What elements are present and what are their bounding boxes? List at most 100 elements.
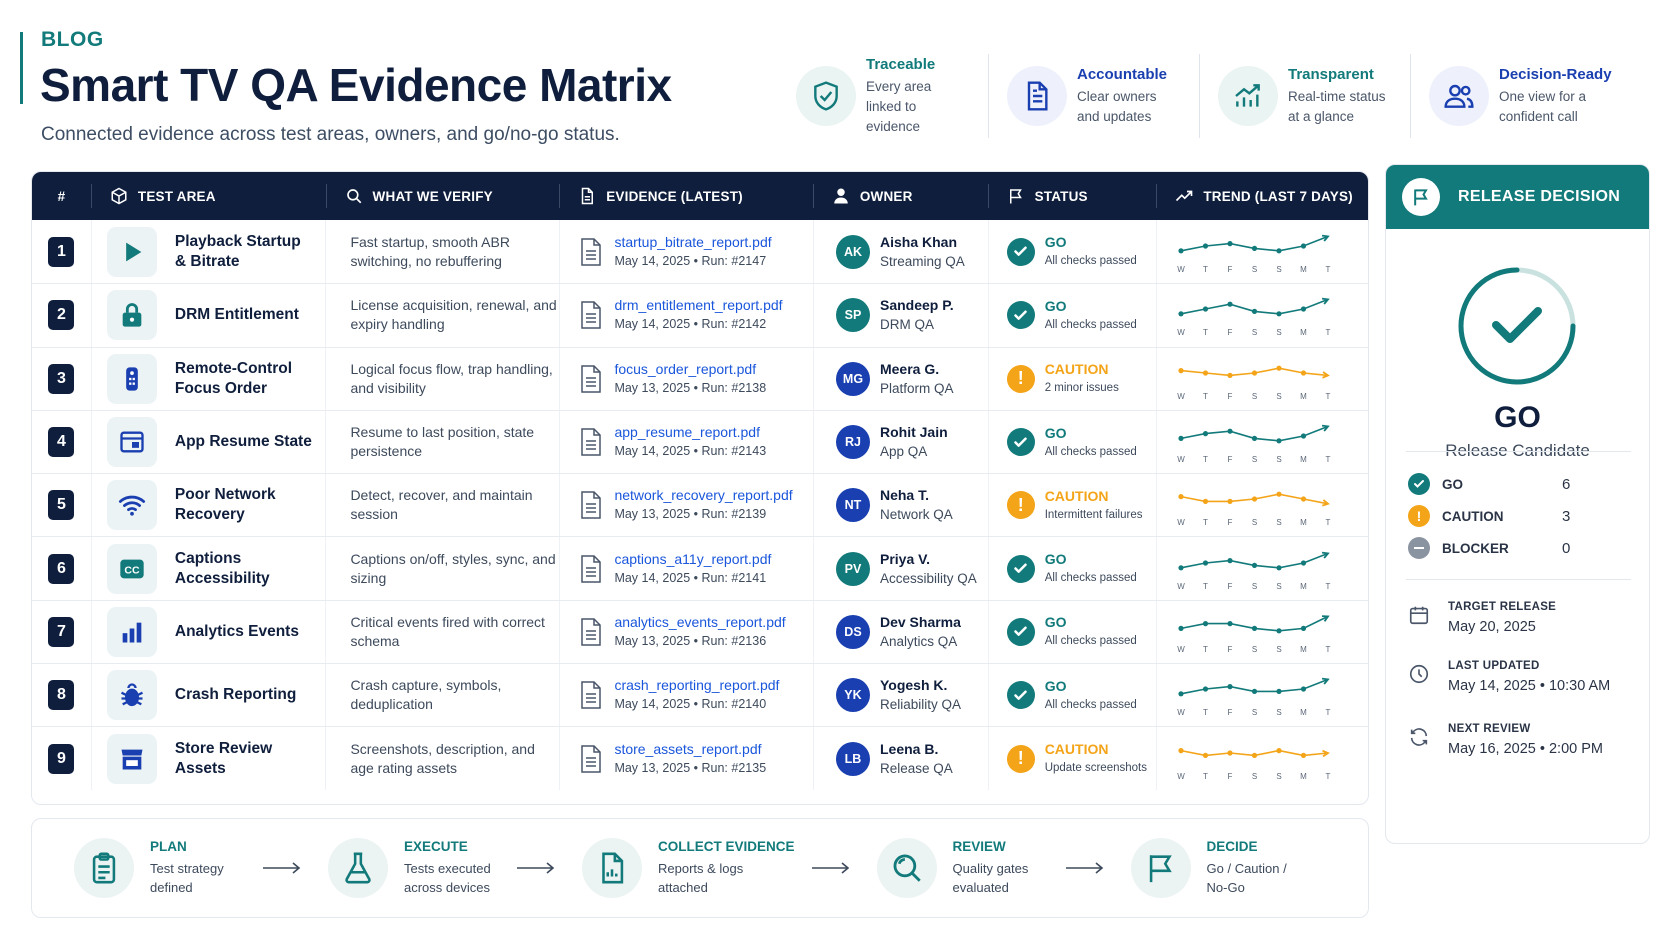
status-text: CAUTION 2 minor issues <box>1045 360 1119 397</box>
row-number-cell: 7 <box>32 601 91 663</box>
evidence-file-link[interactable]: store_assets_report.pdf <box>614 740 762 757</box>
evidence-file-link[interactable]: network_recovery_report.pdf <box>614 487 793 504</box>
step-title: EXECUTE <box>404 839 468 854</box>
decision-subtitle: Release Candidate <box>1445 441 1590 460</box>
table-row[interactable]: 2 DRM Entitlement License acquisition, ren… <box>32 283 1368 347</box>
refresh-icon <box>1410 728 1428 746</box>
avatar: SP <box>835 298 870 333</box>
owner-name: Sandeep P. <box>879 297 954 314</box>
last-updated: LAST UPDATED May 14, 2025 • 10:30 AM <box>1408 660 1638 694</box>
trend-day-label: F <box>1228 772 1233 781</box>
document-icon <box>581 187 594 205</box>
test-area-cell: CC Captions Accessibility <box>90 537 326 600</box>
trend-day-label: S <box>1252 392 1257 401</box>
evidence-cell: app_resume_report.pdf May 14, 2025 • Run:… <box>559 410 813 474</box>
trend-point <box>1178 247 1184 254</box>
owner-name: Rohit Jain <box>879 424 948 441</box>
status-cell: GO All checks passed <box>987 410 1157 474</box>
panel-divider <box>1406 451 1631 452</box>
panel-divider <box>1406 579 1631 580</box>
evidence-file-link[interactable]: drm_entitlement_report.pdf <box>614 297 783 314</box>
status-cell: ! CAUTION 2 minor issues <box>987 347 1157 410</box>
table-row[interactable]: 7 Analytics Events Critical events fired w… <box>32 599 1368 664</box>
evidence-file-link[interactable]: app_resume_report.pdf <box>614 424 760 441</box>
pdf-document-icon <box>580 301 602 330</box>
next-review-label: NEXT REVIEW <box>1448 723 1531 735</box>
pillar-description: Real-time status at a glance <box>1288 88 1386 124</box>
evidence-cell: network_recovery_report.pdf May 13, 2025 … <box>559 474 813 537</box>
flag-icon <box>1009 189 1022 204</box>
bug-icon <box>106 670 157 721</box>
test-area-cell: Playback Startup & Bitrate <box>90 220 326 284</box>
header-trend: TREND (LAST 7 DAYS) <box>1156 184 1368 208</box>
evidence-file-link[interactable]: focus_order_report.pdf <box>614 360 757 377</box>
status-badge: GO <box>1044 551 1067 568</box>
trend-point <box>1276 628 1282 634</box>
header-owner: OWNER <box>812 184 988 208</box>
panel-header: RELEASE DECISION <box>1386 165 1649 229</box>
table-row[interactable]: 5 Poor Network Recovery Detect, recover, a… <box>32 473 1368 537</box>
evidence-file-link[interactable]: startup_bitrate_report.pdf <box>614 233 772 250</box>
owner-text: Priya V. Accessibility QA <box>880 550 977 588</box>
verify-cell: Resume to last position, state persisten… <box>325 410 559 474</box>
trend-point <box>1301 752 1307 758</box>
owner-cell: LB Leena B. Release QA <box>812 727 988 790</box>
header-what-we-verify-label: WHAT WE VERIFY <box>372 188 493 204</box>
avatar: NT <box>835 488 870 523</box>
owner-cell: DS Dev Sharma Analytics QA <box>812 600 988 664</box>
status-badge: CAUTION <box>1044 487 1109 504</box>
avatar: RJ <box>835 425 870 460</box>
count-blocker-label: BLOCKER <box>1442 540 1509 556</box>
table-row[interactable]: 1 Playback Startup & Bitrate Fast startup,… <box>32 220 1368 284</box>
value-pillars: Traceable Every area linked to evidence Ac… <box>796 54 1656 138</box>
status-cell: ! CAUTION Intermittent failures <box>987 474 1157 537</box>
table-row[interactable]: 8 Crash Reporting Crash capture, symbols, … <box>32 663 1368 727</box>
trend-arrowhead <box>1322 677 1331 685</box>
next-review-value: May 16, 2025 • 2:00 PM <box>1448 741 1603 757</box>
team-icon <box>1429 66 1489 126</box>
test-area-cell: Store Review Assets <box>90 727 326 790</box>
table-row[interactable]: 3 Remote-Control Focus Order Logical focus… <box>32 346 1368 410</box>
trend-day-label: S <box>1277 265 1282 274</box>
status-note: All checks passed <box>1044 635 1137 648</box>
status-badge: CAUTION <box>1044 741 1109 758</box>
trend-point <box>1301 433 1307 439</box>
pillar-text-block: Transparent Real-time status at a glance <box>1288 66 1392 127</box>
evidence-text: store_assets_report.pdf May 13, 2025 • Ru… <box>614 740 766 778</box>
trend-day-label: W <box>1178 772 1186 781</box>
flask-icon <box>328 838 388 898</box>
evidence-meta: May 13, 2025 • Run: #2138 <box>614 380 767 395</box>
exclamation-icon: ! <box>1006 491 1035 520</box>
trend-point <box>1276 491 1282 498</box>
evidence-file-link[interactable]: captions_a11y_report.pdf <box>614 550 772 567</box>
table-row[interactable]: 4 App Resume State Resume to last position… <box>32 409 1368 474</box>
trend-day-label: F <box>1228 708 1233 717</box>
pdf-document-icon <box>580 428 602 456</box>
evidence-cell: drm_entitlement_report.pdf May 14, 2025 •… <box>559 284 813 347</box>
pdf-document-icon <box>580 681 602 709</box>
trend-day-label: S <box>1277 708 1282 717</box>
table-header: # TEST AREA WHAT WE VERIFY EVIDENCE (LAT… <box>32 172 1368 220</box>
check-icon <box>1006 681 1035 710</box>
trend-point <box>1276 747 1282 753</box>
status-text: GO All checks passed <box>1045 233 1137 270</box>
trend-day-label: M <box>1301 645 1308 654</box>
trend-day-label: W <box>1178 455 1186 464</box>
trend-day-label: T <box>1326 645 1331 654</box>
owner-cell: YK Yogesh K. Reliability QA <box>812 664 988 727</box>
check-icon <box>1006 554 1035 583</box>
table-row[interactable]: 6 CC Captions Accessibility Captions on/off… <box>32 536 1368 600</box>
trend-day-label: T <box>1203 708 1208 717</box>
evidence-file-link[interactable]: analytics_events_report.pdf <box>614 613 786 630</box>
table-row[interactable]: 9 Store Review Assets Screenshots, descrip… <box>32 726 1368 790</box>
evidence-file-link[interactable]: crash_reporting_report.pdf <box>614 677 780 694</box>
avatar: DS <box>835 614 870 649</box>
status-note: All checks passed <box>1044 255 1137 268</box>
trend-arrowhead <box>1322 551 1331 559</box>
trend-arrowhead <box>1322 615 1331 622</box>
trend-day-label: T <box>1326 392 1331 401</box>
trend-point <box>1301 243 1307 249</box>
next-review: NEXT REVIEW May 16, 2025 • 2:00 PM <box>1408 723 1638 757</box>
row-number: 7 <box>48 616 75 647</box>
